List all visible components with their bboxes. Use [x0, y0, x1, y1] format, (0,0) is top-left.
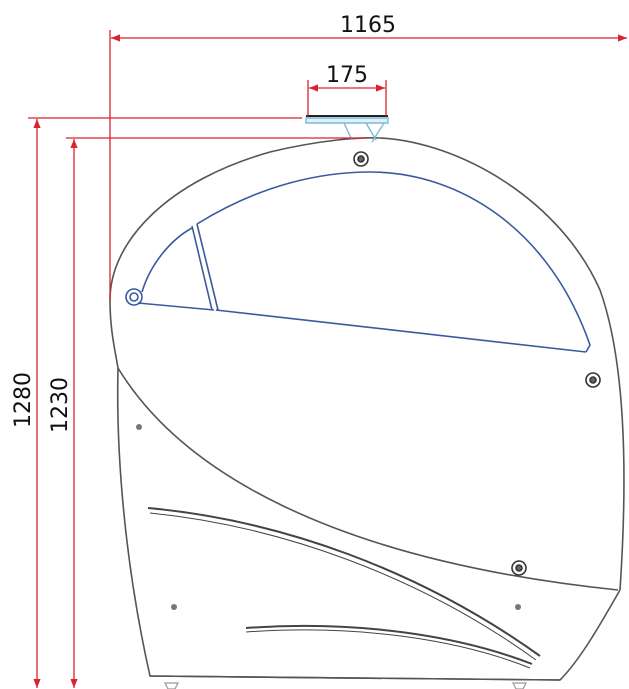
canopy-bottom-line: [215, 309, 587, 353]
swoosh-upper-edge: [149, 512, 537, 661]
dim-label-top-width: 175: [326, 63, 368, 88]
dimension-lines: [28, 30, 627, 688]
bolt-right: [585, 372, 601, 388]
egg-shell-lower: [109, 299, 119, 369]
canopy-strut-b: [196, 223, 219, 311]
screw-dots: [136, 424, 521, 610]
swoosh-lower-edge: [245, 629, 531, 669]
machine-outline: [109, 137, 625, 681]
bolt-lower: [511, 560, 527, 576]
canopy: [137, 171, 591, 353]
body-swooshes: [147, 507, 541, 669]
bolt-top: [353, 151, 369, 167]
swoosh-lower: [245, 624, 533, 665]
canopy-hinge-line: [137, 302, 215, 311]
canopy-strut-a: [191, 225, 213, 311]
dim-label-overall-width: 1165: [340, 13, 396, 38]
egg-shell-outline: [109, 137, 625, 591]
dim-label-overall-height: 1280: [11, 372, 36, 428]
top-handle: [305, 117, 389, 143]
fixtures: [125, 151, 601, 576]
canopy-arc: [196, 171, 591, 353]
canopy-front-arc: [141, 227, 193, 293]
dim-label-body-height: 1230: [48, 377, 73, 433]
base-bottom-line: [149, 675, 561, 681]
feet: [164, 682, 527, 689]
bolt-left: [125, 288, 143, 306]
base-cabinet: [116, 367, 621, 681]
shell-inner-arc: [117, 367, 619, 591]
swoosh-upper: [147, 507, 541, 657]
